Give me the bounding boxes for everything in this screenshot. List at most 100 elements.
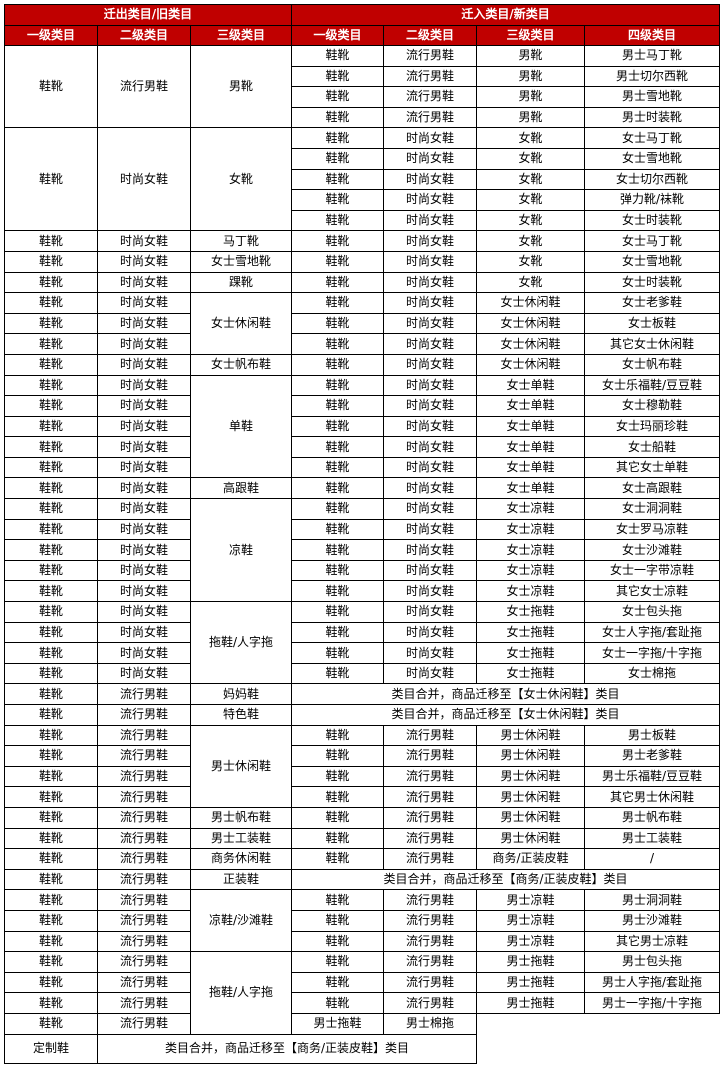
old-level1-cell: 鞋靴 <box>4 930 98 953</box>
new-level1-cell: 鞋靴 <box>291 456 384 479</box>
new-level4-cell: 女士老爹鞋 <box>583 292 721 314</box>
old-level1-header: 一级类目 <box>4 24 98 46</box>
group-header-row: 迁出类目/旧类目 迁入类目/新类目 <box>4 4 721 26</box>
new-level4-cell: 女士时装靴 <box>583 271 721 294</box>
table-row: 鞋靴 时尚女鞋 踝靴 鞋靴 时尚女鞋 女靴 女士时装靴 <box>4 271 721 294</box>
new-level2-cell: 时尚女鞋 <box>383 230 477 252</box>
old-level3-cell: 妈妈鞋 <box>190 683 292 705</box>
old-level1-cell: 鞋靴 <box>4 127 98 232</box>
new-level4-cell: 男士工装鞋 <box>583 827 721 850</box>
table-row: 鞋靴 时尚女鞋 女靴 女士雪地靴 <box>5 147 721 170</box>
new-level2-cell: 流行男鞋 <box>383 951 477 973</box>
new-level4-cell: / <box>583 848 721 870</box>
new-level1-cell: 鞋靴 <box>291 889 384 911</box>
new-level2-cell: 流行男鞋 <box>383 45 477 67</box>
new-level4-header: 四级类目 <box>583 24 721 46</box>
old-level2-cell: 流行男鞋 <box>97 44 191 129</box>
new-level4-cell: 其它女士单鞋 <box>583 456 721 479</box>
new-level2-cell: 时尚女鞋 <box>383 168 477 191</box>
old-level3-cell: 凉鞋/沙滩鞋 <box>190 889 292 953</box>
new-level1-cell: 鞋靴 <box>291 848 384 870</box>
old-level1-cell: 鞋靴 <box>4 353 98 376</box>
new-level4-cell: 男士时装靴 <box>583 106 721 129</box>
new-level3-cell: 男士凉鞋 <box>476 889 585 911</box>
old-level2-cell: 流行男鞋 <box>97 868 191 891</box>
old-level3-cell: 踝靴 <box>190 271 292 294</box>
new-level4-cell: 男士一字拖/十字拖 <box>583 992 721 1014</box>
old-level2-cell: 时尚女鞋 <box>97 518 191 541</box>
old-level2-cell: 流行男鞋 <box>97 786 191 808</box>
new-level3-cell: 男士休闲鞋 <box>476 724 585 747</box>
old-level1-cell: 鞋靴 <box>4 436 98 458</box>
old-level1-cell: 鞋靴 <box>4 827 98 850</box>
old-level2-cell: 流行男鞋 <box>97 992 191 1014</box>
new-level1-cell: 鞋靴 <box>291 395 384 417</box>
table-row: 鞋靴 时尚女鞋 鞋靴 时尚女鞋 女士拖鞋 女士人字拖/套趾拖 <box>4 621 721 644</box>
table-row: 鞋靴 流行男鞋 男士工装鞋 鞋靴 流行男鞋 男士休闲鞋 男士工装鞋 <box>4 827 721 850</box>
new-level3-cell: 女士拖鞋 <box>476 642 585 664</box>
table-row: 鞋靴 流行男鞋 鞋靴 流行男鞋 男士拖鞋 男士一字拖/十字拖 <box>4 992 721 1014</box>
new-level3-cell: 女士休闲鞋 <box>476 292 585 314</box>
new-level3-cell: 商务/正装皮鞋 <box>476 848 585 870</box>
new-level4-cell: 男士包头拖 <box>583 951 721 973</box>
new-level2-cell: 时尚女鞋 <box>383 621 477 644</box>
new-level3-cell: 女靴 <box>476 127 585 149</box>
new-level1-cell: 鞋靴 <box>291 539 384 561</box>
new-level2-cell: 时尚女鞋 <box>383 147 477 170</box>
old-level2-cell: 流行男鞋 <box>97 889 191 911</box>
old-level1-cell: 鞋靴 <box>4 230 98 252</box>
new-level1-cell: 鞋靴 <box>291 580 384 603</box>
new-level2-cell: 流行男鞋 <box>383 992 477 1014</box>
new-level2-cell: 时尚女鞋 <box>383 353 477 376</box>
new-level1-cell: 鞋靴 <box>291 662 384 685</box>
new-level1-cell: 鞋靴 <box>291 827 384 850</box>
old-level1-cell: 鞋靴 <box>4 271 98 294</box>
table-row: 鞋靴 时尚女鞋 单鞋 鞋靴 时尚女鞋 女士单鞋 女士乐福鞋/豆豆鞋 <box>4 374 721 479</box>
new-level3-cell: 女士凉鞋 <box>476 580 585 603</box>
new-level1-cell: 鞋靴 <box>291 250 384 273</box>
new-level2-cell: 时尚女鞋 <box>383 415 477 438</box>
new-level2-cell: 时尚女鞋 <box>383 436 477 458</box>
old-level1-cell: 鞋靴 <box>4 765 98 788</box>
new-level3-cell: 女士单鞋 <box>476 374 585 397</box>
old-level3-cell: 女士帆布鞋 <box>190 353 292 376</box>
new-level3-cell: 女士休闲鞋 <box>476 312 585 335</box>
new-level4-cell: 其它男士休闲鞋 <box>583 786 721 808</box>
new-level4-cell: 男士棉拖 <box>383 1012 477 1035</box>
new-level4-cell: 弹力靴/袜靴 <box>583 189 721 211</box>
table-row: 鞋靴 流行男鞋 鞋靴 流行男鞋 男士凉鞋 男士沙滩鞋 <box>4 909 721 932</box>
new-level2-cell: 时尚女鞋 <box>383 539 477 561</box>
new-level4-cell: 女士人字拖/套趾拖 <box>583 621 721 644</box>
new-level1-cell: 鞋靴 <box>291 189 384 211</box>
new-level3-cell: 男士休闲鞋 <box>476 806 585 829</box>
table-row: 鞋靴 时尚女鞋 女靴 女士时装靴 <box>5 209 721 232</box>
new-level1-cell: 鞋靴 <box>291 909 384 932</box>
new-level2-cell: 时尚女鞋 <box>383 601 477 623</box>
new-level1-cell: 鞋靴 <box>291 333 384 355</box>
new-level3-cell: 女士拖鞋 <box>476 662 585 685</box>
new-level4-cell: 女士洞洞鞋 <box>583 498 721 520</box>
new-level2-cell: 时尚女鞋 <box>383 642 477 664</box>
table-row: 鞋靴 流行男鞋 男士拖鞋 男士棉拖 <box>4 1012 720 1035</box>
old-level2-cell: 时尚女鞋 <box>97 662 191 685</box>
old-level2-cell: 时尚女鞋 <box>97 271 191 294</box>
new-level3-header: 三级类目 <box>476 24 585 46</box>
new-level3-cell: 女士凉鞋 <box>476 559 585 582</box>
old-level3-cell: 商务休闲鞋 <box>190 848 292 870</box>
new-level1-cell: 鞋靴 <box>291 971 384 994</box>
new-level4-cell: 女士罗马凉鞋 <box>583 518 721 541</box>
new-level4-cell: 男士板鞋 <box>583 724 721 747</box>
new-level1-cell: 鞋靴 <box>291 477 384 500</box>
new-level3-cell: 男靴 <box>476 106 585 129</box>
new-level2-cell: 流行男鞋 <box>383 765 477 788</box>
table-row: 鞋靴 时尚女鞋 女士雪地靴 鞋靴 时尚女鞋 女靴 女士雪地靴 <box>4 250 721 273</box>
old-level2-cell: 流行男鞋 <box>97 704 191 726</box>
old-level1-cell: 鞋靴 <box>4 395 98 417</box>
table-row: 鞋靴 时尚女鞋 鞋靴 时尚女鞋 女士单鞋 女士玛丽珍鞋 <box>4 415 721 438</box>
old-level2-cell: 时尚女鞋 <box>97 395 191 417</box>
new-level2-cell: 流行男鞋 <box>383 745 477 767</box>
new-level4-cell: 女士马丁靴 <box>583 127 721 149</box>
new-level3-cell: 女士单鞋 <box>476 477 585 500</box>
new-level2-cell: 流行男鞋 <box>383 724 477 747</box>
new-level1-cell: 鞋靴 <box>291 601 384 623</box>
